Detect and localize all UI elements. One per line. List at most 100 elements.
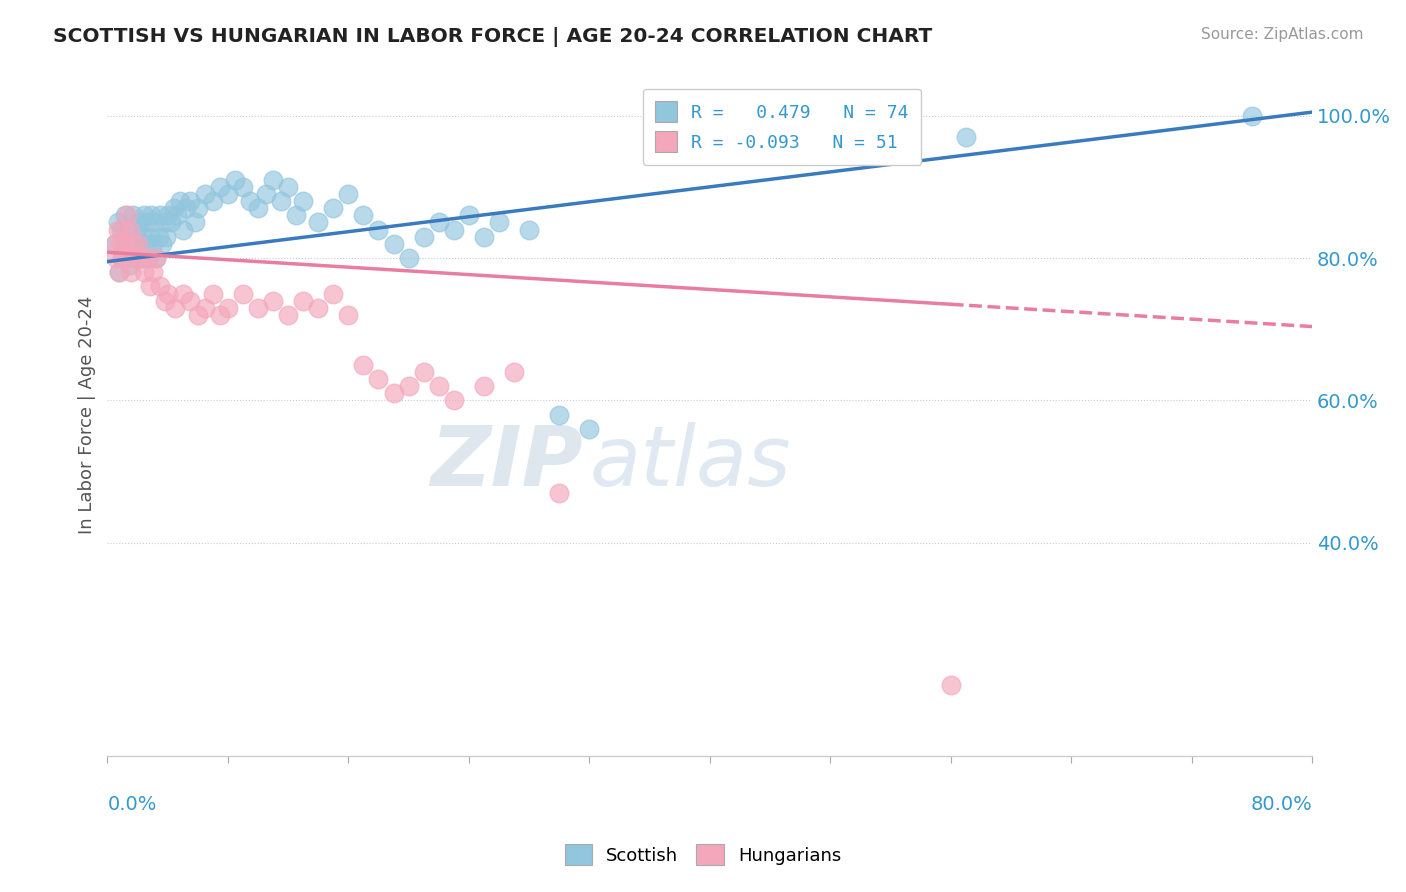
Point <box>124 251 146 265</box>
Point <box>955 130 977 145</box>
Point <box>254 186 277 201</box>
Point <box>187 201 209 215</box>
Point <box>115 208 138 222</box>
Point <box>224 172 246 186</box>
Point <box>367 372 389 386</box>
Point <box>131 229 153 244</box>
Point <box>322 201 344 215</box>
Legend: Scottish, Hungarians: Scottish, Hungarians <box>555 835 851 874</box>
Point <box>292 293 315 308</box>
Point <box>427 379 450 393</box>
Point <box>117 222 139 236</box>
Point <box>427 215 450 229</box>
Point <box>111 251 134 265</box>
Point <box>159 215 181 229</box>
Point <box>398 251 420 265</box>
Point <box>382 236 405 251</box>
Text: atlas: atlas <box>589 422 792 503</box>
Point <box>337 186 360 201</box>
Text: Source: ZipAtlas.com: Source: ZipAtlas.com <box>1201 27 1364 42</box>
Text: SCOTTISH VS HUNGARIAN IN LABOR FORCE | AGE 20-24 CORRELATION CHART: SCOTTISH VS HUNGARIAN IN LABOR FORCE | A… <box>53 27 932 46</box>
Point <box>179 293 201 308</box>
Point <box>187 308 209 322</box>
Point <box>277 179 299 194</box>
Point <box>488 215 510 229</box>
Point <box>183 215 205 229</box>
Point <box>142 236 165 251</box>
Point <box>112 229 135 244</box>
Point <box>472 379 495 393</box>
Point <box>194 186 217 201</box>
Point <box>107 215 129 229</box>
Point <box>121 229 143 244</box>
Point <box>127 236 149 251</box>
Point <box>132 208 155 222</box>
Point <box>246 301 269 315</box>
Point <box>232 286 254 301</box>
Point <box>163 201 186 215</box>
Point <box>239 194 262 208</box>
Point <box>217 301 239 315</box>
Point <box>352 208 374 222</box>
Point <box>322 286 344 301</box>
Legend: R =   0.479   N = 74, R = -0.093   N = 51: R = 0.479 N = 74, R = -0.093 N = 51 <box>643 89 921 165</box>
Point <box>129 251 152 265</box>
Point <box>122 208 145 222</box>
Point <box>443 222 465 236</box>
Point <box>548 486 571 500</box>
Point <box>352 358 374 372</box>
Point <box>155 229 177 244</box>
Point <box>517 222 540 236</box>
Point <box>939 678 962 692</box>
Point <box>117 251 139 265</box>
Point <box>121 265 143 279</box>
Point <box>398 379 420 393</box>
Point <box>127 236 149 251</box>
Point <box>112 222 135 236</box>
Point <box>122 236 145 251</box>
Point <box>105 251 128 265</box>
Point <box>129 251 152 265</box>
Y-axis label: In Labor Force | Age 20-24: In Labor Force | Age 20-24 <box>79 295 96 533</box>
Point <box>307 301 329 315</box>
Point <box>270 194 292 208</box>
Point <box>172 286 194 301</box>
Point <box>179 194 201 208</box>
Point <box>174 201 197 215</box>
Point <box>145 251 167 265</box>
Point <box>104 236 127 251</box>
Point <box>138 279 160 293</box>
Point <box>104 236 127 251</box>
Point <box>110 236 132 251</box>
Point <box>472 229 495 244</box>
Point <box>136 251 159 265</box>
Point <box>124 251 146 265</box>
Point <box>246 201 269 215</box>
Point <box>457 208 479 222</box>
Point <box>114 208 136 222</box>
Point <box>217 186 239 201</box>
Point <box>145 251 167 265</box>
Point <box>262 293 284 308</box>
Point <box>150 236 173 251</box>
Point <box>135 215 157 229</box>
Point <box>132 265 155 279</box>
Point <box>412 229 434 244</box>
Point <box>382 386 405 401</box>
Point <box>128 215 150 229</box>
Point <box>201 286 224 301</box>
Text: 0.0%: 0.0% <box>107 796 156 814</box>
Point <box>165 301 187 315</box>
Point <box>262 172 284 186</box>
Point <box>108 265 131 279</box>
Point <box>578 422 600 436</box>
Point <box>107 222 129 236</box>
Point <box>153 215 176 229</box>
Point <box>149 279 172 293</box>
Point <box>134 236 156 251</box>
Point <box>142 265 165 279</box>
Point <box>367 222 389 236</box>
Text: ZIP: ZIP <box>430 422 583 503</box>
Point <box>125 222 148 236</box>
Point <box>111 251 134 265</box>
